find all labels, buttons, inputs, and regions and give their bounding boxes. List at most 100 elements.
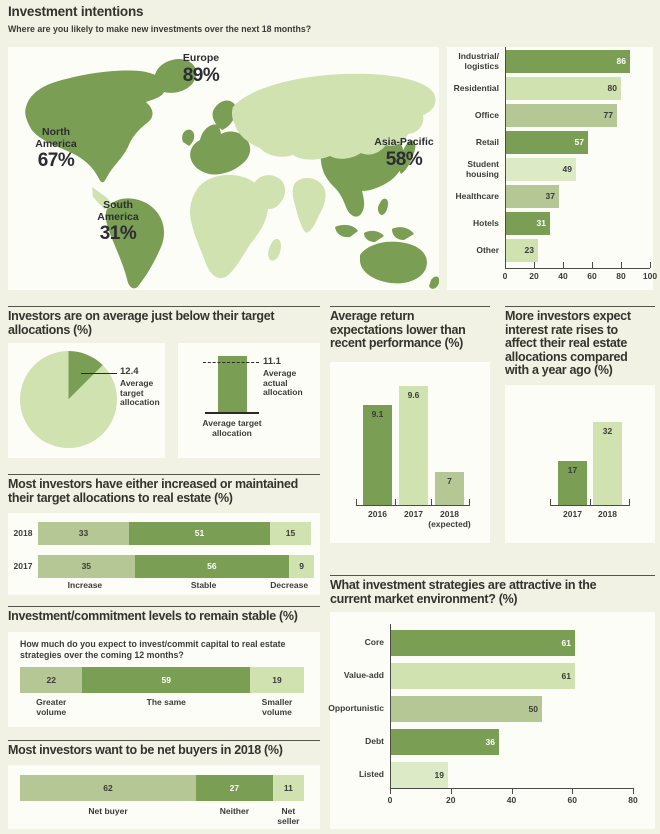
pie [20, 351, 117, 448]
bar [399, 386, 428, 505]
x-axis-tick [390, 788, 391, 794]
page-title: Investment intentions [8, 4, 144, 19]
map-label-north-america: North America 67% [16, 126, 96, 171]
bar-value-label: 7 [447, 476, 452, 486]
stack-segment [129, 522, 270, 545]
bar-value-label: 61 [561, 637, 571, 648]
segment-label: The same [146, 697, 186, 707]
y-axis-line [390, 624, 391, 788]
row-year-label: 2017 [13, 561, 33, 571]
row-year-label: 2018 [13, 528, 33, 538]
bar-value-label: 77 [603, 110, 613, 120]
commit-panel: How much do you expect to invest/commit … [8, 632, 320, 727]
continent-africa [190, 174, 269, 279]
bar-value-label: 19 [434, 769, 444, 780]
x-axis-line [205, 412, 259, 414]
y-axis-line [505, 47, 506, 268]
region-india [292, 177, 326, 233]
x-axis-tick [511, 788, 513, 794]
bar [558, 461, 587, 505]
bar [363, 405, 392, 505]
sectors-chart: Industrial/ logistics 86 Residential 80 Offi… [447, 47, 657, 290]
region-name: South America [97, 199, 139, 223]
region-value: 67% [37, 150, 75, 171]
marker-label: Average actual allocation [263, 368, 303, 397]
bar-category-label: Retail [475, 136, 499, 147]
x-axis-tick [590, 499, 591, 505]
bar-category-label: Healthcare [455, 190, 499, 201]
x-tick-label: 80 [616, 271, 626, 281]
x-axis-tick [356, 499, 357, 505]
x-axis-tick [629, 499, 630, 505]
segment-label: Net seller [277, 806, 300, 826]
x-tick-label: 60 [567, 795, 577, 805]
bar-category-label: Value-add [343, 670, 384, 681]
bar-category-label: Debt [365, 736, 384, 747]
stack-segment [250, 667, 304, 693]
strategies-chart: Core 61 Value-add 61 Opportunistic 50 Debt 36 Li… [328, 612, 655, 829]
stack-segment [38, 522, 130, 545]
section-title-rates: More investors expect interest rate rise… [505, 306, 655, 378]
x-tick-label: 20 [446, 795, 456, 805]
bar-value-label: 50 [528, 703, 538, 714]
sectors-panel: Industrial/ logistics 86 Residential 80 Offi… [447, 47, 657, 290]
segment-label: Neither [219, 806, 250, 816]
target-changes-panel: 2018 33 51 15 2017 35 56 9 Increase Stable Decreas… [8, 513, 320, 595]
x-axis-tick [534, 262, 535, 268]
segment-value-label: 19 [272, 674, 282, 685]
bar-category-label: Residential [453, 82, 499, 93]
net-buyers-panel: 62 27 11 Net buyer Neither Net seller [8, 765, 320, 829]
segment-value-label: 56 [207, 561, 217, 571]
bar-category-label: Student housing [465, 159, 499, 179]
bar-value-label: 9.1 [371, 409, 384, 419]
bar [593, 422, 622, 505]
stack-segment [38, 555, 135, 578]
island-new-zealand [429, 276, 440, 289]
x-axis-line [550, 505, 630, 507]
bar-value-label: 57 [574, 137, 584, 147]
bar [390, 762, 448, 788]
bar [505, 239, 538, 262]
bar [505, 212, 550, 235]
section-title-target-changes: Most investors have either increased or … [8, 474, 320, 505]
region-value: 31% [99, 223, 137, 244]
legend-label: Decrease [270, 580, 309, 590]
bar [390, 729, 499, 755]
bar-value-label: 61 [561, 670, 571, 681]
segment-value-label: 27 [229, 782, 240, 793]
bar-value-label: 86 [616, 56, 626, 66]
segment-label: Smaller volume [261, 697, 293, 717]
bar [505, 131, 588, 154]
world-map [25, 59, 440, 289]
net-buyers-chart: 62 27 11 Net buyer Neither Net seller [8, 765, 320, 829]
segment-value-label: 15 [285, 528, 296, 538]
island-sulawesi [364, 230, 384, 242]
section-title-net-buyers: Most investors want to be net buyers in … [8, 740, 320, 758]
x-axis-line [505, 268, 650, 269]
bar [390, 630, 575, 656]
x-axis-tick [395, 499, 396, 505]
x-axis-tick [450, 788, 452, 794]
commit-chart: 22 59 19 Greater volume The same Smaller volu… [8, 632, 320, 727]
island-madagascar [268, 238, 281, 261]
section-title-returns: Average return expectations lower than r… [330, 306, 490, 351]
stack-segment [20, 775, 197, 801]
bar [505, 77, 621, 100]
legend-label: Increase [67, 580, 103, 590]
bar-category-label: 2016 [368, 509, 387, 519]
x-axis-tick [431, 499, 432, 505]
segment-value-label: 62 [103, 782, 113, 793]
bar-value-label: 37 [545, 191, 555, 201]
bar-category-label: Core [364, 637, 384, 648]
region-value: 58% [385, 148, 423, 170]
segment-value-label: 51 [194, 528, 205, 538]
bar [505, 158, 576, 181]
region-name: Europe [182, 52, 220, 64]
x-axis-tick [650, 262, 651, 268]
segment-value-label: 9 [299, 561, 304, 571]
bar-value-label: 49 [562, 164, 572, 174]
x-tick-label: 80 [628, 795, 638, 805]
stack-segment [134, 555, 290, 578]
bar [505, 104, 617, 127]
